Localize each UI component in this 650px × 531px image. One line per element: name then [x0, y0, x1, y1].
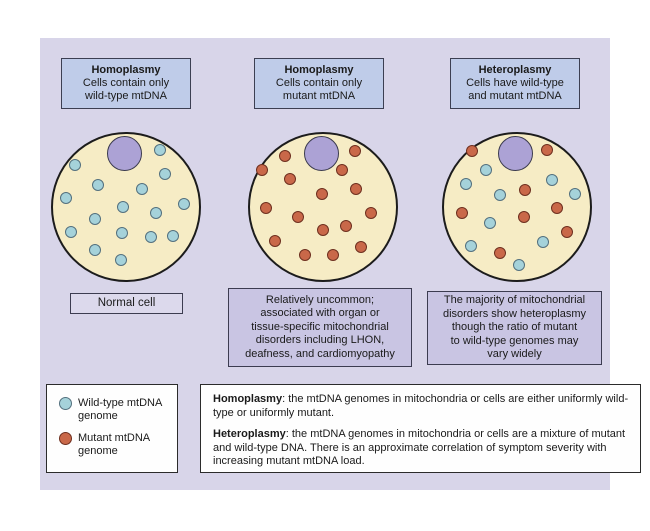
note-line: Normal cell — [97, 296, 156, 309]
note-line: deafness, and cardiomyopathy — [245, 347, 395, 360]
legend-label: Wild-type mtDNA genome — [78, 397, 162, 422]
mutant-mtdna-dot — [349, 145, 361, 157]
cell-diagram-mutant — [248, 132, 398, 282]
wild-type-mtdna-dot — [154, 144, 166, 156]
wild-type-mtdna-dot — [65, 226, 77, 238]
mutant-mtdna-dot — [284, 173, 296, 185]
mutant-mtdna-dot — [355, 241, 367, 253]
wild-type-mtdna-dot — [546, 174, 558, 186]
note-normal-cell: Normal cell — [70, 293, 183, 314]
header-title: Homoplasmy — [284, 64, 354, 76]
wild-type-mtdna-dot — [465, 240, 477, 252]
note-line: tissue-specific mitochondrial — [251, 320, 389, 333]
mutant-mtdna-dot — [327, 249, 339, 261]
wild-type-mtdna-dot — [69, 159, 81, 171]
definitions-box: Homoplasmy: the mtDNA genomes in mitocho… — [200, 384, 641, 473]
note-line: Relatively uncommon; — [265, 293, 375, 306]
mutant-mtdna-dot — [365, 207, 377, 219]
mutant-mtdna-dot — [316, 188, 328, 200]
definition-heteroplasmy: Heteroplasmy: the mtDNA genomes in mitoc… — [213, 428, 630, 469]
mutant-mtdna-dot — [518, 211, 530, 223]
wild-type-mtdna-dot — [167, 230, 179, 242]
wild-type-mtdna-dot — [460, 178, 472, 190]
nucleus — [107, 136, 142, 171]
header-line: Cells contain only — [275, 77, 363, 89]
mutant-dot-icon — [59, 432, 72, 445]
definition-text: : the mtDNA genomes in mitochondria or c… — [213, 393, 629, 419]
cell-diagram-heteroplasmy — [442, 132, 592, 282]
wild-type-mtdna-dot — [116, 227, 128, 239]
note-line: associated with organ or — [260, 307, 380, 320]
note-line: vary widely — [487, 348, 542, 361]
header-box-homoplasmy-mutant: Homoplasmy Cells contain only mutant mtD… — [254, 58, 384, 109]
legend-item-wildtype: Wild-type mtDNA genome — [59, 397, 169, 423]
mutant-mtdna-dot — [292, 211, 304, 223]
legend-box: Wild-type mtDNA genome Mutant mtDNA geno… — [46, 384, 178, 473]
header-line: Cells have wild-type — [466, 77, 564, 89]
header-line: and mutant mtDNA — [468, 90, 562, 102]
mutant-mtdna-dot — [456, 207, 468, 219]
header-box-heteroplasmy: Heteroplasmy Cells have wild-type and mu… — [450, 58, 580, 109]
mutant-mtdna-dot — [279, 150, 291, 162]
wild-type-mtdna-dot — [136, 183, 148, 195]
header-box-homoplasmy-wildtype: Homoplasmy Cells contain only wild-type … — [61, 58, 191, 109]
note-line: disorders including LHON, — [255, 334, 385, 347]
note-relatively-uncommon: Relatively uncommon; associated with org… — [228, 288, 412, 367]
mutant-mtdna-dot — [350, 183, 362, 195]
wild-type-dot-icon — [59, 397, 72, 410]
mutant-mtdna-dot — [269, 235, 281, 247]
wild-type-mtdna-dot — [145, 231, 157, 243]
header-line: mutant mtDNA — [282, 90, 356, 102]
note-majority-heteroplasmy: The majority of mitochondrial disorders … — [427, 291, 602, 365]
mutant-mtdna-dot — [494, 247, 506, 259]
header-title: Homoplasmy — [91, 64, 161, 76]
mutant-mtdna-dot — [336, 164, 348, 176]
wild-type-mtdna-dot — [513, 259, 525, 271]
nucleus — [498, 136, 533, 171]
header-title: Heteroplasmy — [478, 64, 552, 76]
wild-type-mtdna-dot — [150, 207, 162, 219]
wild-type-mtdna-dot — [89, 213, 101, 225]
mutant-mtdna-dot — [260, 202, 272, 214]
definition-term: Heteroplasmy — [213, 428, 286, 440]
wild-type-mtdna-dot — [178, 198, 190, 210]
mutant-mtdna-dot — [466, 145, 478, 157]
definition-homoplasmy: Homoplasmy: the mtDNA genomes in mitocho… — [213, 393, 630, 420]
wild-type-mtdna-dot — [115, 254, 127, 266]
note-line: though the ratio of mutant — [451, 321, 578, 334]
definition-term: Homoplasmy — [213, 393, 283, 405]
wild-type-mtdna-dot — [569, 188, 581, 200]
wild-type-mtdna-dot — [89, 244, 101, 256]
wild-type-mtdna-dot — [60, 192, 72, 204]
mutant-mtdna-dot — [299, 249, 311, 261]
nucleus — [304, 136, 339, 171]
mutant-mtdna-dot — [340, 220, 352, 232]
cell-diagram-wildtype — [51, 132, 201, 282]
wild-type-mtdna-dot — [484, 217, 496, 229]
wild-type-mtdna-dot — [480, 164, 492, 176]
wild-type-mtdna-dot — [494, 189, 506, 201]
legend-label: Mutant mtDNA genome — [78, 432, 150, 457]
mutant-mtdna-dot — [519, 184, 531, 196]
definition-text: : the mtDNA genomes in mitochondria or c… — [213, 428, 626, 467]
mutant-mtdna-dot — [551, 202, 563, 214]
note-line: The majority of mitochondrial — [443, 294, 586, 307]
wild-type-mtdna-dot — [92, 179, 104, 191]
mutant-mtdna-dot — [256, 164, 268, 176]
wild-type-mtdna-dot — [117, 201, 129, 213]
legend-item-mutant: Mutant mtDNA genome — [59, 432, 169, 458]
mutant-mtdna-dot — [541, 144, 553, 156]
wild-type-mtdna-dot — [537, 236, 549, 248]
wild-type-mtdna-dot — [159, 168, 171, 180]
mutant-mtdna-dot — [317, 224, 329, 236]
header-line: wild-type mtDNA — [85, 90, 167, 102]
figure-panel: Homoplasmy Cells contain only wild-type … — [40, 38, 641, 490]
note-line: to wild-type genomes may — [450, 334, 579, 347]
note-line: disorders show heteroplasmy — [442, 307, 587, 320]
header-line: Cells contain only — [82, 77, 170, 89]
mutant-mtdna-dot — [561, 226, 573, 238]
